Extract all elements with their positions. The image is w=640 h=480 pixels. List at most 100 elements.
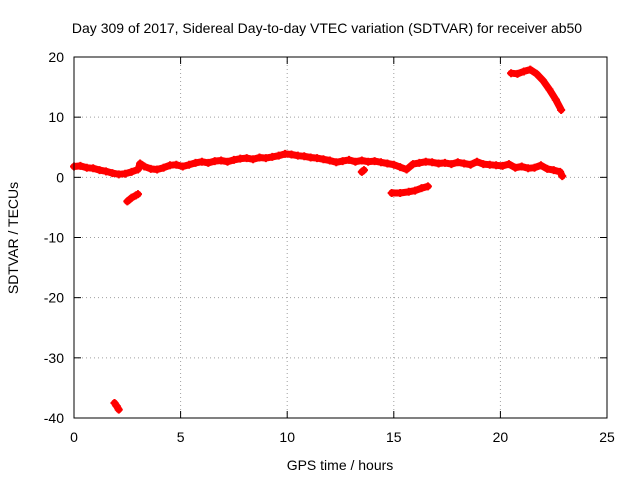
grid bbox=[74, 57, 607, 418]
data-point bbox=[229, 155, 238, 164]
data-point bbox=[261, 154, 270, 163]
data-point bbox=[377, 158, 386, 167]
data-point bbox=[556, 167, 565, 176]
data-point bbox=[519, 67, 528, 76]
data-point bbox=[532, 69, 541, 78]
data-point bbox=[76, 161, 85, 170]
x-tick-label: 25 bbox=[599, 429, 615, 445]
data-point bbox=[536, 161, 545, 170]
data-point bbox=[402, 165, 411, 174]
data-point bbox=[332, 158, 341, 167]
data-point bbox=[511, 163, 520, 172]
data-point bbox=[178, 162, 187, 171]
data-point bbox=[389, 160, 398, 169]
data-point bbox=[549, 166, 558, 175]
chart-title: Day 309 of 2017, Sidereal Day-to-day VTE… bbox=[72, 20, 582, 36]
data-point bbox=[223, 157, 232, 166]
data-point bbox=[517, 162, 526, 171]
y-axis-label: SDTVAR / TECUs bbox=[5, 182, 21, 294]
plot-frame bbox=[73, 56, 608, 419]
data-point bbox=[136, 159, 145, 168]
data-point bbox=[159, 163, 168, 172]
data-point bbox=[526, 65, 535, 74]
data-point bbox=[557, 105, 566, 114]
data-point bbox=[191, 158, 200, 167]
data-point bbox=[472, 157, 481, 166]
data-point bbox=[396, 188, 405, 197]
data-point bbox=[197, 157, 206, 166]
x-tick-label: 20 bbox=[493, 429, 509, 445]
data-point bbox=[498, 161, 507, 170]
data-point bbox=[204, 158, 213, 167]
y-tick-label: 0 bbox=[56, 169, 64, 185]
data-point bbox=[133, 165, 142, 174]
data-point bbox=[423, 182, 432, 191]
data-point bbox=[153, 165, 162, 174]
data-point bbox=[101, 167, 110, 176]
data-point bbox=[539, 76, 548, 85]
data-point bbox=[274, 151, 283, 160]
data-point bbox=[89, 164, 98, 173]
data-point bbox=[387, 188, 396, 197]
data-point bbox=[172, 160, 181, 169]
y-tick-label: -40 bbox=[44, 410, 64, 426]
axis-ticks: 0 5 10 15 20 25 -40 -30 -20 -10 0 10 20 bbox=[44, 49, 615, 445]
data-point bbox=[133, 190, 142, 199]
data-point bbox=[351, 157, 360, 166]
data-point bbox=[447, 160, 456, 169]
data-point bbox=[543, 164, 552, 173]
data-point bbox=[370, 157, 379, 166]
data-point bbox=[396, 163, 405, 172]
data-point bbox=[249, 155, 258, 164]
x-axis-label: GPS time / hours bbox=[287, 457, 394, 473]
data-point bbox=[357, 156, 366, 165]
data-point bbox=[551, 95, 560, 104]
data-point bbox=[404, 187, 413, 196]
y-tick-label: -10 bbox=[44, 230, 64, 246]
data-point bbox=[185, 160, 194, 169]
data-point bbox=[460, 159, 469, 168]
data-point bbox=[319, 155, 328, 164]
data-point bbox=[127, 193, 136, 202]
data-point bbox=[504, 160, 513, 169]
data-point bbox=[466, 160, 475, 169]
data-point bbox=[453, 158, 462, 167]
data-point bbox=[415, 158, 424, 167]
data-point bbox=[300, 152, 309, 161]
data-point bbox=[108, 169, 117, 178]
data-point bbox=[325, 156, 334, 165]
x-tick-label: 10 bbox=[279, 429, 295, 445]
y-tick-label: 10 bbox=[48, 109, 64, 125]
data-point bbox=[383, 159, 392, 168]
data-point bbox=[428, 158, 437, 167]
x-tick-label: 0 bbox=[70, 429, 78, 445]
data-point bbox=[408, 160, 417, 169]
data-point bbox=[140, 162, 149, 171]
data-point bbox=[345, 155, 354, 164]
data-point bbox=[268, 152, 277, 161]
data-point bbox=[530, 163, 539, 172]
data-point bbox=[123, 197, 132, 206]
data-point bbox=[417, 184, 426, 193]
data-point bbox=[411, 186, 420, 195]
data-point bbox=[558, 172, 567, 181]
y-tick-label: -20 bbox=[44, 290, 64, 306]
data-point bbox=[95, 166, 104, 175]
data-point bbox=[127, 167, 136, 176]
data-point bbox=[545, 85, 554, 94]
data-point bbox=[121, 169, 130, 178]
x-tick-label: 5 bbox=[177, 429, 185, 445]
x-tick-label: 15 bbox=[386, 429, 402, 445]
data-point bbox=[359, 166, 368, 175]
data-point bbox=[313, 154, 322, 163]
data-point bbox=[114, 405, 123, 414]
data-point bbox=[217, 156, 226, 165]
y-tick-label: 20 bbox=[48, 49, 64, 65]
y-tick-label: -30 bbox=[44, 350, 64, 366]
data-point bbox=[440, 158, 449, 167]
data-point bbox=[242, 154, 251, 163]
data-series bbox=[70, 65, 567, 414]
data-point bbox=[513, 69, 522, 78]
data-point bbox=[338, 157, 347, 166]
